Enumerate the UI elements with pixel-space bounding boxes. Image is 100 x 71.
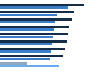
Bar (0, 65, 59, 67)
Bar (0, 6, 68, 9)
Bar (0, 18, 72, 21)
Bar (0, 58, 50, 60)
Bar (0, 43, 52, 45)
Bar (0, 48, 65, 50)
Bar (0, 26, 69, 28)
Bar (0, 28, 54, 31)
Bar (0, 33, 68, 35)
Bar (0, 55, 63, 57)
Bar (0, 50, 51, 53)
Bar (0, 62, 27, 65)
Bar (0, 11, 74, 13)
Bar (0, 14, 57, 16)
Bar (0, 21, 55, 23)
Bar (0, 36, 53, 38)
Bar (0, 4, 84, 6)
Bar (0, 40, 66, 43)
